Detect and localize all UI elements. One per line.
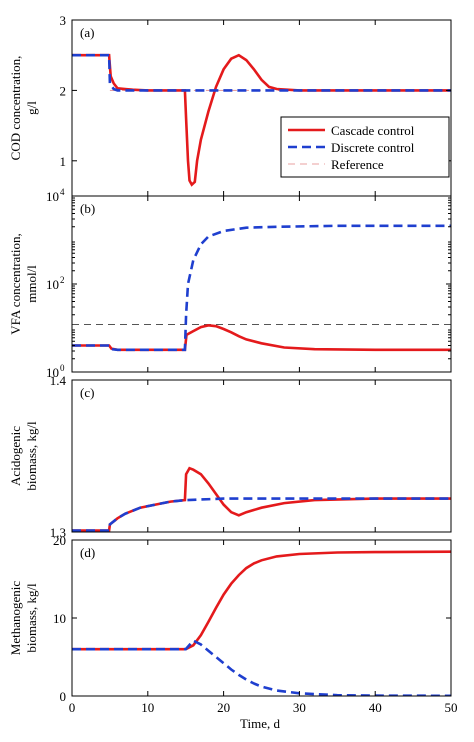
y-axis-label: COD concentration, [8, 56, 23, 161]
y-tick-label: 1 [60, 154, 67, 169]
x-tick-label: 10 [141, 700, 154, 715]
y-tick-exponent: 0 [60, 363, 65, 373]
y-tick-label: 3 [60, 13, 67, 28]
y-tick-label: 1.3 [50, 525, 66, 540]
y-axis-label: Acidogenic [8, 426, 23, 486]
panel-4: 0 10 20 30 40 50 0 10 20 (d) Methanogenic biomass, … [8, 533, 458, 715]
series-line-cascade-control [72, 550, 451, 651]
y-tick-label: 10 [46, 277, 59, 292]
series-line-cascade-control [72, 323, 451, 352]
y-tick-label: 0 [60, 689, 67, 704]
legend-entry: Reference [331, 157, 384, 172]
panel-1: 1 2 3 (a) COD concentration, g/l Cascade contr… [8, 13, 452, 197]
axis-frame [71, 195, 452, 373]
y-tick-exponent: 2 [60, 275, 65, 285]
y-tick-label: 10 [53, 611, 66, 626]
y-tick-label: 10 [46, 189, 59, 204]
x-tick-label: 50 [445, 700, 458, 715]
legend-entry: Cascade control [331, 123, 415, 138]
y-tick-label: 10 [46, 365, 59, 380]
axis-frame [71, 539, 452, 697]
panel-label: (b) [80, 201, 95, 216]
y-axis-label: mmol/l [24, 265, 39, 303]
y-axis-label: biomass, kg/l [24, 583, 39, 653]
y-axis-label: biomass, kg/l [24, 421, 39, 491]
x-tick-label: 0 [69, 700, 76, 715]
y-axis-label: Methanogenic [8, 581, 23, 656]
series-line-discrete-control [72, 497, 451, 532]
y-tick-exponent: 4 [60, 187, 65, 197]
y-tick-label: 2 [60, 83, 67, 98]
x-tick-label: 40 [369, 700, 382, 715]
panel-label: (c) [80, 385, 94, 400]
series-line-discrete-control [72, 53, 451, 92]
legend-entry: Discrete control [331, 140, 415, 155]
y-tick-label: 20 [53, 533, 66, 548]
series-line-discrete-control [72, 224, 451, 352]
panel-label: (a) [80, 25, 94, 40]
panels: 1 2 3 (a) COD concentration, g/l Cascade contr… [8, 13, 458, 715]
panel-3: 1.3 1.4 (c) Acidogenic biomass, kg/l [8, 373, 452, 540]
x-tick-label: 30 [293, 700, 306, 715]
y-axis-label: g/l [24, 101, 39, 115]
x-tick-label: 20 [217, 700, 230, 715]
x-axis-label: Time, d [240, 716, 280, 731]
y-tick-label: 1.4 [50, 373, 67, 388]
series-line-cascade-control [72, 53, 451, 187]
y-axis-label: VFA concentration, [8, 233, 23, 335]
panel-label: (d) [80, 545, 95, 560]
axis-frame [71, 379, 452, 533]
series-line-discrete-control [72, 638, 451, 696]
